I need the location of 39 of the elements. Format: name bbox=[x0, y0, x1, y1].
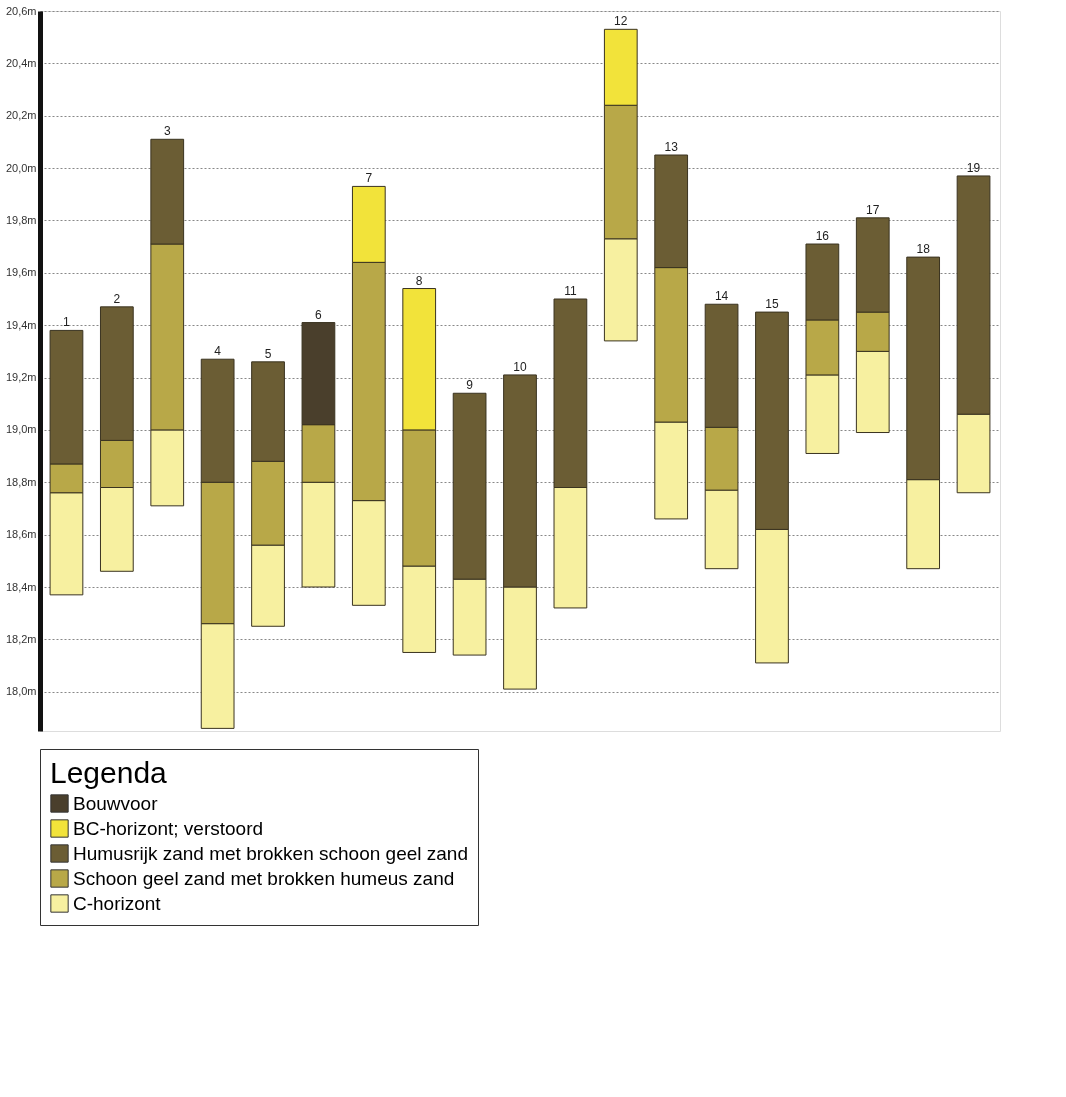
legend-label: Humusrijk zand met brokken schoon geel zand bbox=[73, 842, 468, 864]
legend-label: BC-horizont; verstoord bbox=[73, 817, 264, 839]
x-tick-label: 3 bbox=[163, 124, 171, 139]
legend-label: Bouwvoor bbox=[73, 792, 159, 814]
y-tick-label: 20,0m bbox=[5, 161, 37, 174]
y-tick-label: 19,0m bbox=[5, 423, 37, 436]
x-tick-label: 13 bbox=[664, 140, 679, 154]
x-tick-label: 7 bbox=[365, 171, 373, 186]
x-tick-label: 8 bbox=[415, 273, 423, 288]
legend-label: C-horizont bbox=[73, 892, 162, 914]
x-tick-label: 5 bbox=[264, 346, 272, 361]
y-tick-label: 20,2m bbox=[5, 109, 37, 122]
x-tick-label: 1 bbox=[63, 315, 71, 330]
y-tick-label: 18,8m bbox=[5, 475, 37, 488]
y-tick-label: 19,8m bbox=[5, 213, 37, 226]
y-tick-label: 18,6m bbox=[5, 528, 37, 541]
x-tick-label: 12 bbox=[614, 14, 628, 29]
legend-label: Schoon geel zand met brokken humeus zand bbox=[73, 867, 455, 889]
y-tick-label: 18,0m bbox=[5, 685, 37, 698]
x-tick-label: 18 bbox=[916, 242, 931, 257]
y-tick-label: 19,4m bbox=[5, 318, 37, 331]
x-tick-label: 4 bbox=[214, 344, 222, 359]
x-tick-label: 6 bbox=[315, 307, 323, 322]
x-tick-label: 17 bbox=[866, 202, 880, 217]
y-tick-label: 19,6m bbox=[5, 266, 37, 279]
y-tick-label: 18,4m bbox=[5, 580, 37, 593]
x-tick-label: 19 bbox=[966, 160, 981, 175]
y-tick-label: 20,4m bbox=[5, 56, 37, 69]
x-tick-label: 9 bbox=[466, 378, 474, 393]
y-tick-label: 18,2m bbox=[5, 632, 37, 645]
x-tick-label: 10 bbox=[513, 359, 527, 374]
x-tick-label: 16 bbox=[815, 229, 830, 244]
legend-title: Legenda bbox=[50, 756, 168, 789]
y-tick-label: 19,2m bbox=[5, 371, 37, 384]
x-tick-label: 2 bbox=[113, 291, 121, 306]
x-tick-label: 14 bbox=[714, 289, 729, 304]
y-tick-label: 20,6m bbox=[5, 4, 37, 17]
x-tick-label: 11 bbox=[564, 284, 577, 298]
x-tick-label: 15 bbox=[765, 297, 779, 312]
